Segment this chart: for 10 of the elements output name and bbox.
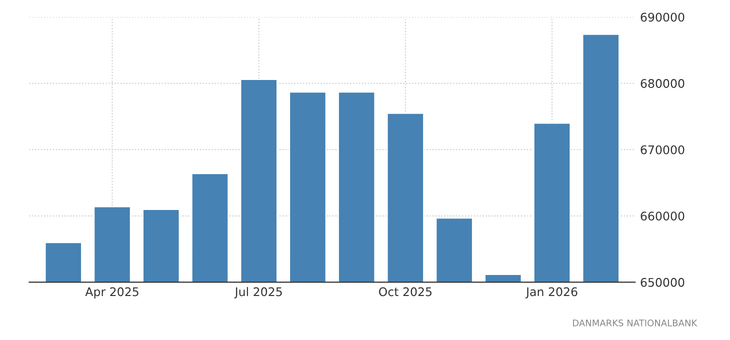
- text: DANMARKS NATIONALBANK: [573, 320, 698, 326]
- x-tick-label: Oct 2025: [379, 287, 432, 296]
- y-tick-label: 680000: [640, 79, 684, 88]
- x-tick-label: Apr 2025: [85, 287, 138, 298]
- y-tick-label: 650000: [640, 278, 684, 287]
- y-tick-label: 670000: [640, 145, 684, 154]
- y-tick-label: 690000: [640, 12, 684, 22]
- x-tick-label: Jul 2025: [234, 287, 282, 298]
- y-tick-label: 660000: [640, 212, 684, 221]
- x-tick-label: Jan 2026: [525, 287, 578, 298]
